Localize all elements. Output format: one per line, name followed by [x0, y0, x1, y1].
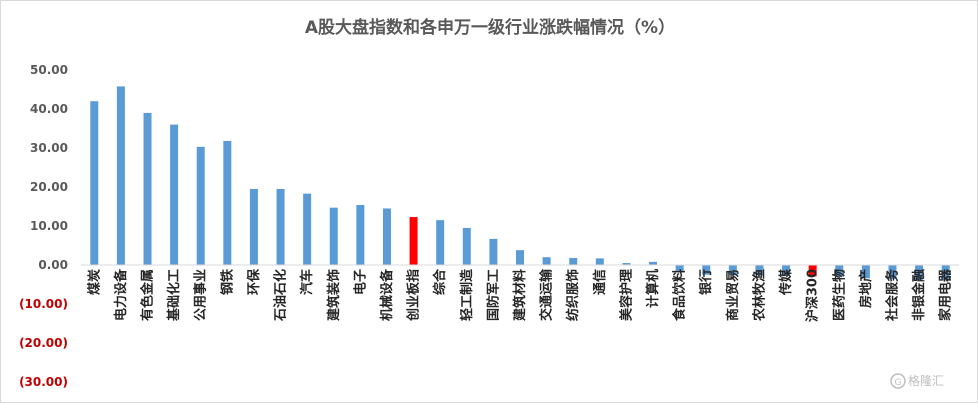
x-tick-label: 家用电器: [938, 268, 954, 321]
bar: [888, 265, 897, 280]
bars: [90, 86, 950, 281]
chart-title: A股大盘指数和各申万一级行业涨跌幅情况（%）: [305, 17, 675, 38]
bar: [223, 140, 232, 265]
y-tick-label: (30.00): [19, 375, 68, 389]
x-tick-label: 纺织服饰: [565, 269, 581, 321]
x-tick-label: 传媒: [778, 268, 794, 296]
y-tick-label: (20.00): [19, 336, 68, 350]
x-tick-label: 医药生物: [831, 269, 847, 321]
bar: [569, 257, 578, 265]
bar: [382, 208, 391, 265]
bar: [116, 86, 125, 265]
bar: [196, 146, 205, 265]
y-tick-label: 0.00: [38, 258, 68, 272]
bar: [595, 258, 604, 265]
x-tick-label: 通信: [592, 269, 608, 295]
x-tick-label: 食品饮料: [672, 269, 688, 321]
bar: [808, 265, 817, 277]
bar: [782, 265, 791, 276]
y-tick-label: 40.00: [30, 102, 68, 116]
x-tick-label: 非银金融: [911, 269, 927, 321]
x-tick-label: 轻工制造: [459, 268, 475, 321]
bar: [675, 265, 684, 273]
bar: [170, 124, 179, 265]
x-tick-label: 交通运输: [539, 268, 555, 321]
x-tick-label: 国防军工: [485, 269, 501, 321]
bar: [356, 204, 365, 265]
x-tick-label: 社会服务: [884, 268, 900, 322]
x-tick-label: 电子: [352, 269, 368, 295]
x-tick-label: 银行: [698, 269, 714, 295]
x-tick-label: 电力设备: [113, 268, 129, 321]
bar: [622, 263, 631, 265]
x-tick-label: 计算机: [645, 269, 661, 308]
x-tick-label: 基础化工: [166, 269, 182, 322]
x-tick-label: 美容护理: [618, 269, 634, 321]
x-tick-label: 煤炭: [86, 269, 102, 295]
watermark: G 格隆汇: [890, 373, 944, 389]
watermark-text: 格隆汇: [908, 373, 944, 388]
bar: [941, 265, 950, 281]
x-tick-label: 建筑材料: [512, 269, 528, 321]
bar: [143, 112, 152, 266]
bar: [861, 265, 870, 279]
x-tick-label: 综合: [432, 268, 448, 295]
bar: [436, 220, 445, 265]
y-axis: 50.00 40.00 30.00 20.00 10.00 0.00 (10.00) (20.…: [19, 63, 68, 389]
x-tick-label: 商业贸易: [725, 269, 741, 321]
bar: [489, 238, 498, 265]
x-tick-label: 建筑装饰: [326, 269, 342, 321]
bar: [329, 207, 338, 265]
x-tick-label: 农林牧渔: [751, 269, 767, 322]
x-tick-label: 石油石化: [273, 269, 289, 322]
y-tick-label: 20.00: [30, 180, 68, 194]
x-tick-label: 创业板指: [406, 269, 422, 322]
x-tick-label: 环保: [246, 268, 262, 295]
y-tick-label: 50.00: [30, 63, 68, 77]
bar: [462, 227, 471, 265]
x-tick-label: 有色金属: [140, 269, 156, 321]
bar: [303, 193, 312, 265]
bar: [249, 188, 258, 265]
bar: [728, 265, 737, 276]
bar: [702, 265, 711, 275]
bar: [835, 265, 844, 277]
x-tick-label: 房地产: [858, 269, 874, 308]
bar: [915, 265, 924, 280]
x-tick-label: 公用事业: [193, 269, 209, 321]
bar: [755, 265, 764, 276]
x-tick-label: 机械设备: [379, 268, 395, 321]
x-tick-label: 钢铁: [219, 269, 235, 295]
bar: [649, 261, 658, 265]
bar: [542, 257, 551, 265]
bar: [276, 188, 285, 265]
bar: [90, 101, 99, 265]
y-tick-label: (10.00): [19, 297, 68, 311]
x-tick-label: 沪深300: [805, 269, 821, 322]
y-tick-label: 10.00: [30, 219, 68, 233]
x-tick-label: 汽车: [299, 269, 315, 295]
bar: [409, 217, 418, 265]
y-tick-label: 30.00: [30, 141, 68, 155]
x-axis: 煤炭 电力设备 有色金属 基础化工 公用事业 钢铁 环保 石油石化 汽车 建筑装饰 电子 机械设备 创业…: [86, 268, 953, 322]
gelonghui-logo-letter: G: [895, 378, 902, 388]
gelonghui-logo-icon: [890, 373, 906, 389]
bar: [516, 250, 524, 265]
